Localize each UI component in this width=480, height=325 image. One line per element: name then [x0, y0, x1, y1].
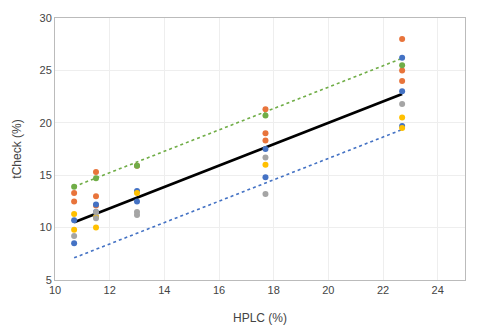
svg-text:14: 14	[158, 284, 170, 296]
svg-text:15: 15	[40, 169, 52, 181]
svg-text:10: 10	[49, 284, 61, 296]
svg-text:12: 12	[104, 284, 116, 296]
svg-text:16: 16	[213, 284, 225, 296]
svg-text:25: 25	[40, 64, 52, 76]
svg-text:20: 20	[40, 117, 52, 129]
svg-text:18: 18	[268, 284, 280, 296]
svg-text:5: 5	[46, 274, 52, 286]
svg-text:30: 30	[40, 12, 52, 24]
svg-text:20: 20	[322, 284, 334, 296]
svg-text:22: 22	[377, 284, 389, 296]
svg-text:24: 24	[432, 284, 444, 296]
svg-text:10: 10	[40, 221, 52, 233]
svg-text:tCheck (%): tCheck (%)	[10, 119, 24, 178]
svg-text:HPLC (%): HPLC (%)	[233, 311, 287, 325]
